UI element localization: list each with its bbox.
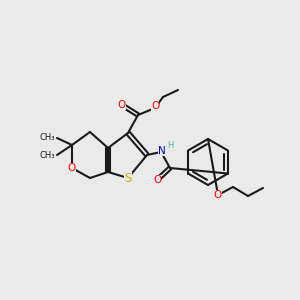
Text: N: N: [158, 146, 166, 156]
Text: O: O: [153, 175, 161, 185]
Text: O: O: [68, 163, 76, 173]
Text: S: S: [124, 172, 132, 184]
Text: H: H: [167, 140, 173, 149]
Text: O: O: [151, 101, 159, 111]
Text: O: O: [118, 100, 126, 110]
Text: CH₃: CH₃: [40, 134, 55, 142]
Text: O: O: [214, 190, 222, 200]
Text: CH₃: CH₃: [40, 151, 55, 160]
